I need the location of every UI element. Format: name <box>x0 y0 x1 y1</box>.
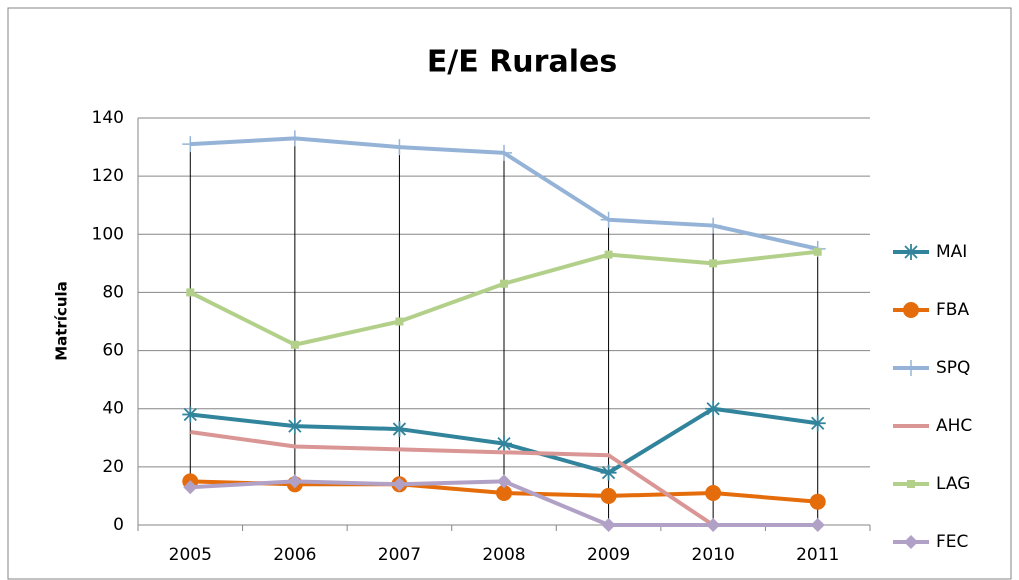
point <box>391 421 408 438</box>
x-tick-label: 2007 <box>378 545 421 565</box>
y-tick-label: 100 <box>92 224 124 244</box>
legend-label: LAG <box>936 474 970 494</box>
point <box>705 217 722 234</box>
y-tick-label: 140 <box>92 108 124 128</box>
point <box>186 288 195 297</box>
point <box>903 302 919 318</box>
x-tick-label: 2011 <box>796 545 839 565</box>
point <box>182 136 199 153</box>
point <box>813 247 822 256</box>
point <box>903 360 919 376</box>
x-tick-label: 2010 <box>692 545 735 565</box>
point <box>391 139 408 156</box>
y-tick-label: 80 <box>102 282 124 302</box>
y-tick-label: 40 <box>102 399 124 419</box>
point <box>809 493 826 510</box>
legend-label: AHC <box>936 416 972 436</box>
y-tick-label: 20 <box>102 457 124 477</box>
legend-label: FBA <box>936 300 969 320</box>
point <box>705 400 722 417</box>
point <box>600 464 617 481</box>
point <box>500 279 508 288</box>
point <box>705 485 722 502</box>
legend-label: MAI <box>936 242 967 262</box>
point <box>496 485 512 502</box>
point <box>600 211 617 228</box>
point <box>286 130 303 147</box>
y-tick-label: 0 <box>113 515 124 535</box>
legend-label: FEC <box>936 532 968 552</box>
point <box>809 415 826 432</box>
chart-title: E/E Rurales <box>427 45 617 80</box>
point <box>395 317 404 326</box>
point <box>904 535 918 549</box>
point <box>600 487 617 504</box>
point <box>392 477 407 492</box>
y-tick-label: 60 <box>102 341 124 361</box>
point <box>496 435 512 452</box>
point <box>601 518 616 532</box>
x-tick-label: 2008 <box>482 545 525 565</box>
point <box>290 340 299 349</box>
point <box>287 474 302 489</box>
point <box>183 480 198 495</box>
point <box>604 250 613 259</box>
x-tick-label: 2006 <box>273 545 316 565</box>
point <box>182 406 199 423</box>
point <box>907 480 915 488</box>
point <box>810 518 825 532</box>
x-tick-label: 2005 <box>169 545 212 565</box>
y-axis-label: Matrícula <box>53 281 71 361</box>
point <box>903 244 919 260</box>
x-tick-label: 2009 <box>587 545 630 565</box>
point <box>286 418 303 435</box>
legend-label: SPQ <box>936 358 970 378</box>
point <box>709 259 718 268</box>
y-tick-label: 120 <box>92 166 124 186</box>
point <box>706 518 721 532</box>
point <box>496 144 512 161</box>
point <box>497 474 511 489</box>
